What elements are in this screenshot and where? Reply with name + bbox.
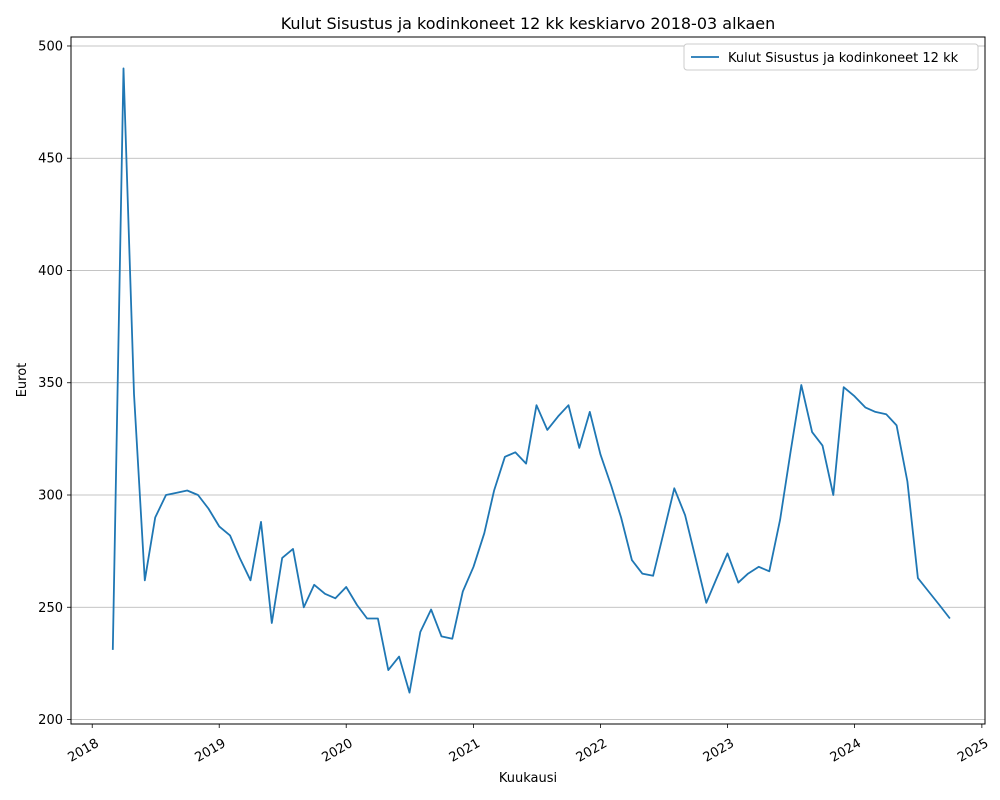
chart-title: Kulut Sisustus ja kodinkoneet 12 kk kesk…: [281, 14, 776, 33]
x-tick-label: 2018: [65, 736, 101, 766]
y-tick-label: 500: [38, 39, 63, 54]
y-axis-ticks: 200 250 300 350 400 450 500: [38, 39, 71, 728]
y-tick-label: 400: [38, 264, 63, 279]
y-tick-label: 300: [38, 489, 63, 504]
y-tick-label: 350: [38, 376, 63, 391]
y-tick-label: 250: [38, 601, 63, 616]
legend-label: Kulut Sisustus ja kodinkoneet 12 kk: [728, 51, 959, 66]
x-tick-label: 2025: [955, 736, 991, 766]
x-axis-ticks: 2018 2019 2020 2021 2022 2023 2024 2025: [65, 724, 991, 766]
x-tick-label: 2022: [574, 736, 610, 766]
y-tick-label: 450: [38, 152, 63, 167]
x-tick-label: 2019: [192, 736, 228, 766]
x-axis-label: Kuukausi: [499, 771, 557, 786]
plot-frame: [70, 36, 986, 725]
x-tick-label: 2020: [319, 736, 355, 766]
x-tick-label: 2023: [701, 736, 737, 766]
x-tick-label: 2024: [828, 736, 864, 766]
legend: Kulut Sisustus ja kodinkoneet 12 kk: [683, 43, 979, 71]
y-tick-label: 200: [38, 713, 63, 728]
x-tick-label: 2021: [447, 736, 483, 766]
y-gridlines: [71, 45, 985, 720]
legend-box: [683, 43, 979, 71]
y-axis-label: Eurot: [15, 363, 30, 398]
series-line: [111, 67, 951, 694]
